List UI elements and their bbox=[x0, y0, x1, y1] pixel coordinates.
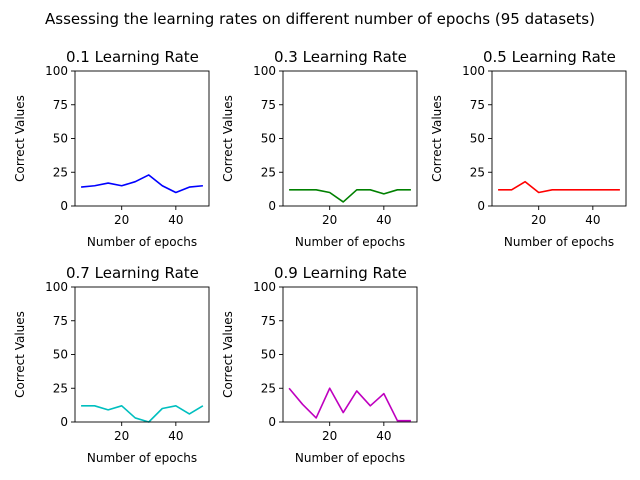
y-tick-label: 100 bbox=[45, 64, 68, 78]
subplot-3: 0.5 Learning Rate 0 25 50 75 100 20 40 Number of… bbox=[430, 48, 627, 249]
subplot-4: 0.7 Learning Rate 0 25 50 75 100 20 40 Number of… bbox=[13, 264, 210, 465]
x-tick-label: 20 bbox=[322, 213, 337, 227]
subplot-5: 0.9 Learning Rate 0 25 50 75 100 20 40 Number of… bbox=[221, 264, 418, 465]
x-tick-label: 40 bbox=[376, 213, 391, 227]
y-tick-label: 100 bbox=[253, 280, 276, 294]
y-tick-label: 0 bbox=[268, 199, 276, 213]
y-tick-label: 50 bbox=[53, 348, 68, 362]
x-tick-label: 20 bbox=[322, 429, 337, 443]
x-axis-label: Number of epochs bbox=[295, 451, 405, 465]
figure-title: Assessing the learning rates on differen… bbox=[45, 10, 595, 28]
y-tick-label: 25 bbox=[53, 165, 68, 179]
series-line bbox=[498, 180, 620, 194]
subplot-2: 0.3 Learning Rate 0 25 50 75 100 20 40 Number of… bbox=[221, 48, 418, 249]
y-tick-label: 0 bbox=[60, 199, 68, 213]
y-tick-label: 75 bbox=[261, 98, 276, 112]
y-tick-label: 50 bbox=[261, 132, 276, 146]
series-line bbox=[289, 189, 411, 203]
subplot-title: 0.1 Learning Rate bbox=[66, 48, 199, 66]
y-axis-label: Correct Values bbox=[221, 95, 235, 182]
x-axis-label: Number of epochs bbox=[504, 235, 614, 249]
x-tick-label: 40 bbox=[168, 429, 183, 443]
y-axis-label: Correct Values bbox=[430, 95, 444, 182]
y-tick-label: 75 bbox=[53, 98, 68, 112]
x-tick-label: 20 bbox=[114, 429, 129, 443]
x-tick-label: 40 bbox=[376, 429, 391, 443]
y-tick-label: 25 bbox=[261, 381, 276, 395]
y-tick-label: 100 bbox=[253, 64, 276, 78]
x-tick-label: 20 bbox=[531, 213, 546, 227]
y-tick-label: 25 bbox=[53, 381, 68, 395]
y-tick-label: 25 bbox=[261, 165, 276, 179]
y-tick-label: 25 bbox=[470, 165, 485, 179]
y-tick-label: 75 bbox=[53, 314, 68, 328]
series-line bbox=[288, 387, 411, 422]
subplot-title: 0.5 Learning Rate bbox=[483, 48, 616, 66]
subplot-1: 0.1 Learning Rate 0 25 50 75 100 20 40 Number of… bbox=[13, 48, 210, 249]
y-tick-label: 0 bbox=[268, 415, 276, 429]
y-axis-label: Correct Values bbox=[13, 311, 27, 398]
y-tick-label: 75 bbox=[470, 98, 485, 112]
y-tick-label: 75 bbox=[261, 314, 276, 328]
subplot-title: 0.3 Learning Rate bbox=[274, 48, 407, 66]
y-axis-label: Correct Values bbox=[13, 95, 27, 182]
y-tick-label: 50 bbox=[470, 132, 485, 146]
y-tick-label: 50 bbox=[53, 132, 68, 146]
subplot-title: 0.9 Learning Rate bbox=[274, 264, 407, 282]
x-axis-label: Number of epochs bbox=[87, 235, 197, 249]
x-tick-label: 20 bbox=[114, 213, 129, 227]
subplots: 0.1 Learning Rate 0 25 50 75 100 20 40 Number of… bbox=[13, 48, 627, 465]
y-tick-label: 50 bbox=[261, 348, 276, 362]
x-axis-label: Number of epochs bbox=[87, 451, 197, 465]
axes-frame bbox=[282, 70, 418, 207]
x-axis-label: Number of epochs bbox=[295, 235, 405, 249]
series-line bbox=[81, 174, 203, 194]
series-line bbox=[81, 404, 204, 423]
x-tick-label: 40 bbox=[168, 213, 183, 227]
y-tick-label: 0 bbox=[477, 199, 485, 213]
y-tick-label: 0 bbox=[60, 415, 68, 429]
axes-frame bbox=[491, 70, 627, 207]
axes-frame bbox=[74, 286, 210, 423]
y-tick-label: 100 bbox=[462, 64, 485, 78]
y-tick-label: 100 bbox=[45, 280, 68, 294]
x-tick-label: 40 bbox=[585, 213, 600, 227]
y-axis-label: Correct Values bbox=[221, 311, 235, 398]
subplot-title: 0.7 Learning Rate bbox=[66, 264, 199, 282]
